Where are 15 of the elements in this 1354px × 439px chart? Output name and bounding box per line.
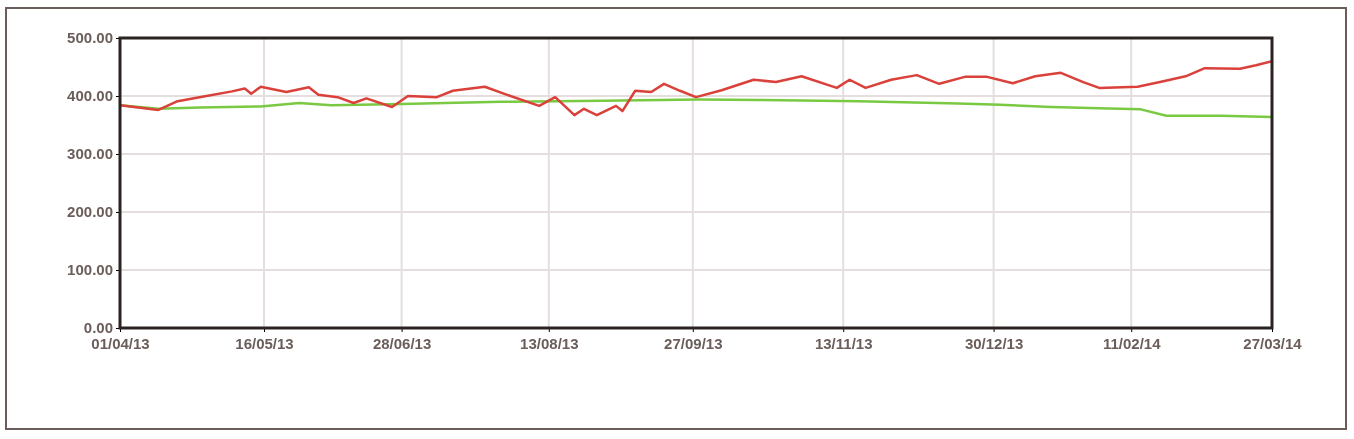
x-tick-label: 27/03/14 [1243,334,1303,352]
x-tick-label: 01/04/13 [91,334,150,352]
y-tick-label: 300.00 [67,145,113,163]
y-tick-label: 0.00 [83,319,113,337]
x-tick-label: 13/08/13 [520,334,579,352]
y-tick-label: 400.00 [67,87,113,105]
x-tick-label: 28/06/13 [372,334,432,352]
x-tick-label: 27/09/13 [664,334,723,352]
x-tick-label: 13/11/13 [814,334,873,352]
x-tick-label: 30/12/13 [964,334,1024,352]
y-tick-label: 100.00 [67,261,113,279]
y-tick-label: 500.00 [67,29,113,47]
y-tick-label: 200.00 [67,203,113,221]
x-tick-label: 11/02/14 [1102,334,1162,352]
x-tick-label: 16/05/13 [235,334,294,352]
